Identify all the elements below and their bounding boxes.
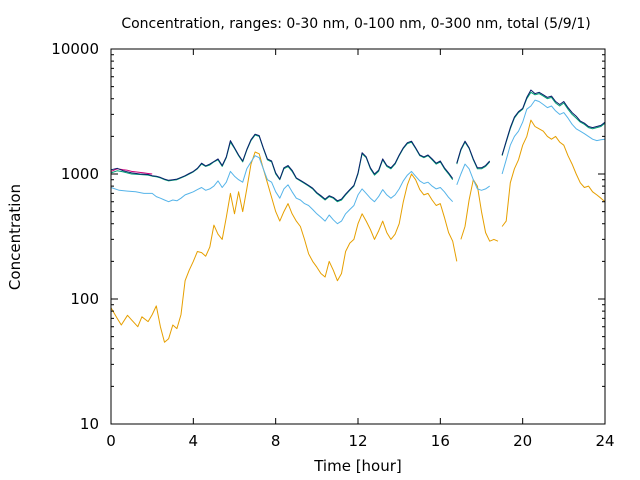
axis-ticks: 0 4 8 12 16 20 24 10 100 1000 10000 [51, 40, 614, 450]
chart-title: Concentration, ranges: 0-30 nm, 0-100 nm… [121, 16, 590, 32]
y-tick-label: 10 [80, 415, 99, 433]
series-5-line-segment-2 [456, 140, 491, 169]
series-4-line-segment-1 [110, 134, 454, 203]
y-tick-label: 10000 [51, 40, 99, 58]
series-2-line-segment-3 [501, 99, 606, 175]
y-tick-label: 1000 [61, 165, 99, 183]
series-1-line-segment-1 [110, 151, 458, 343]
x-tick-label: 16 [431, 432, 450, 450]
series-5-line-segment-3 [501, 89, 606, 156]
x-tick-label: 4 [189, 432, 199, 450]
series-2-line-segment-1 [110, 155, 454, 225]
series-1-line-segment-3 [501, 119, 606, 227]
y-axis-label: Concentration [6, 184, 24, 290]
series-5-line-segment-1 [110, 133, 454, 202]
series-4-line-segment-3 [501, 91, 606, 156]
x-tick-label: 12 [348, 432, 367, 450]
series-1-line-segment-2 [460, 179, 499, 242]
x-tick-label: 8 [271, 432, 281, 450]
x-tick-label: 24 [595, 432, 614, 450]
series-2-line-segment-2 [456, 163, 490, 191]
series-4-line-segment-2 [456, 141, 491, 170]
y-tick-label: 100 [70, 290, 99, 308]
x-axis-label: Time [hour] [313, 457, 402, 475]
series-layer [110, 89, 606, 343]
x-tick-label: 0 [106, 432, 116, 450]
x-tick-label: 20 [513, 432, 532, 450]
